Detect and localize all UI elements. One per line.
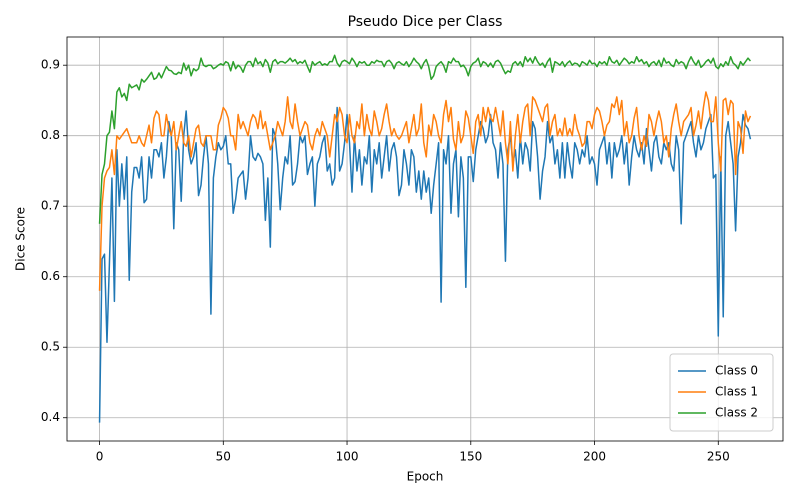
line-series (98, 54, 752, 224)
x-tick-label: 200 (583, 450, 606, 464)
legend-box (669, 353, 774, 432)
x-tick-label: 50 (216, 450, 231, 464)
y-tick-label: 0.8 (41, 128, 60, 142)
y-tick-label: 0.5 (41, 340, 60, 354)
plot-frame (66, 36, 784, 442)
y-tick-label: 0.4 (41, 410, 60, 424)
x-axis-label: Epoch (407, 470, 444, 484)
x-tick-label: 150 (459, 450, 482, 464)
y-tick-label: 0.9 (41, 58, 60, 72)
y-tick-label: 0.7 (41, 199, 60, 213)
y-axis-label: Dice Score (14, 207, 28, 271)
y-tick-label: 0.6 (41, 269, 60, 283)
legend-label: Class 0 (715, 364, 758, 378)
legend-label: Class 2 (715, 406, 758, 420)
chart-title: Pseudo Dice per Class (348, 14, 503, 30)
line-series (98, 91, 752, 291)
x-tick-label: 0 (96, 450, 104, 464)
x-tick-label: 100 (336, 450, 359, 464)
legend-label: Class 1 (715, 385, 758, 399)
x-tick-label: 250 (707, 450, 730, 464)
